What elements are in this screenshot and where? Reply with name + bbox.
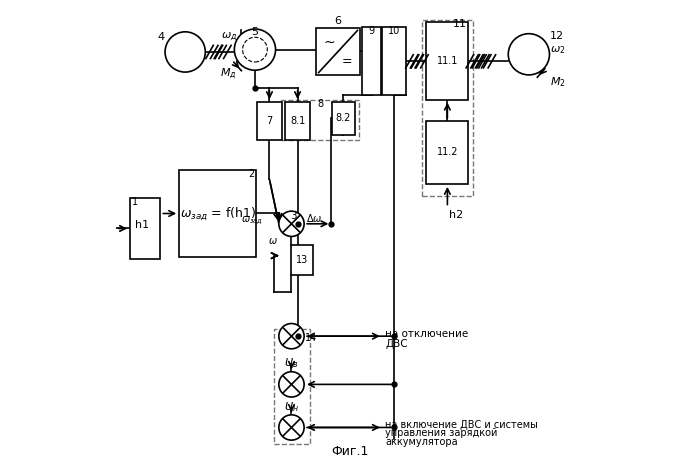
Bar [274,329,310,444]
Bar [426,121,468,184]
Circle shape [279,324,304,349]
Text: $U_в$: $U_в$ [284,357,299,370]
Text: h2: h2 [449,210,463,220]
Text: 8.1: 8.1 [290,116,305,126]
Text: 12: 12 [550,31,564,41]
Text: 13: 13 [296,255,308,265]
Text: 9: 9 [368,26,374,36]
Text: $M_д$: $M_д$ [220,66,237,81]
Text: $\omega_{зад}$ = f(h1): $\omega_{зад}$ = f(h1) [180,205,256,222]
Text: 5: 5 [251,27,258,37]
Circle shape [279,415,304,440]
Bar [426,23,468,100]
Text: 8: 8 [317,99,323,109]
Text: $\omega_{зад}$: $\omega_{зад}$ [241,214,263,227]
Bar [421,20,473,196]
Text: ~: ~ [323,36,335,50]
Circle shape [279,211,304,236]
Text: h1: h1 [134,220,148,230]
Text: $\omega_2$: $\omega_2$ [550,44,566,56]
Bar [316,28,360,75]
Bar [130,198,160,259]
Text: на отключение: на отключение [385,329,468,339]
Text: 6: 6 [335,16,342,26]
Bar [362,27,382,95]
Circle shape [165,32,205,72]
Bar [286,102,309,139]
Text: $\omega_д$: $\omega_д$ [221,31,237,43]
Circle shape [279,372,304,397]
Text: аккумулятора: аккумулятора [385,437,458,447]
Circle shape [234,29,276,70]
Bar [281,100,359,139]
Text: 2: 2 [248,169,254,179]
Bar [291,245,312,275]
Text: $\Delta\omega$: $\Delta\omega$ [305,211,322,224]
Circle shape [508,34,550,75]
Text: 11: 11 [453,19,467,29]
Bar [332,102,355,135]
Text: 7: 7 [266,116,272,126]
Text: ДВС: ДВС [385,340,407,349]
Text: 11.2: 11.2 [437,147,458,157]
Bar [258,102,281,139]
Text: $M_2$: $M_2$ [550,75,566,89]
Text: на включение ДВС и системы: на включение ДВС и системы [385,420,538,430]
Text: 4: 4 [158,32,165,42]
Text: 10: 10 [388,26,400,36]
Text: 3: 3 [290,211,298,221]
Text: 1: 1 [132,197,139,207]
Text: $U_н$: $U_н$ [284,400,299,414]
Text: 8.2: 8.2 [336,114,351,123]
Circle shape [243,37,267,62]
Bar [382,27,406,95]
Text: 14: 14 [305,333,317,343]
Bar [179,170,256,257]
Text: 11.1: 11.1 [437,56,458,66]
Text: Фиг.1: Фиг.1 [331,445,369,458]
Text: управления зарядкой: управления зарядкой [385,429,498,439]
Text: $\omega$: $\omega$ [267,236,277,246]
Text: =: = [342,55,352,68]
